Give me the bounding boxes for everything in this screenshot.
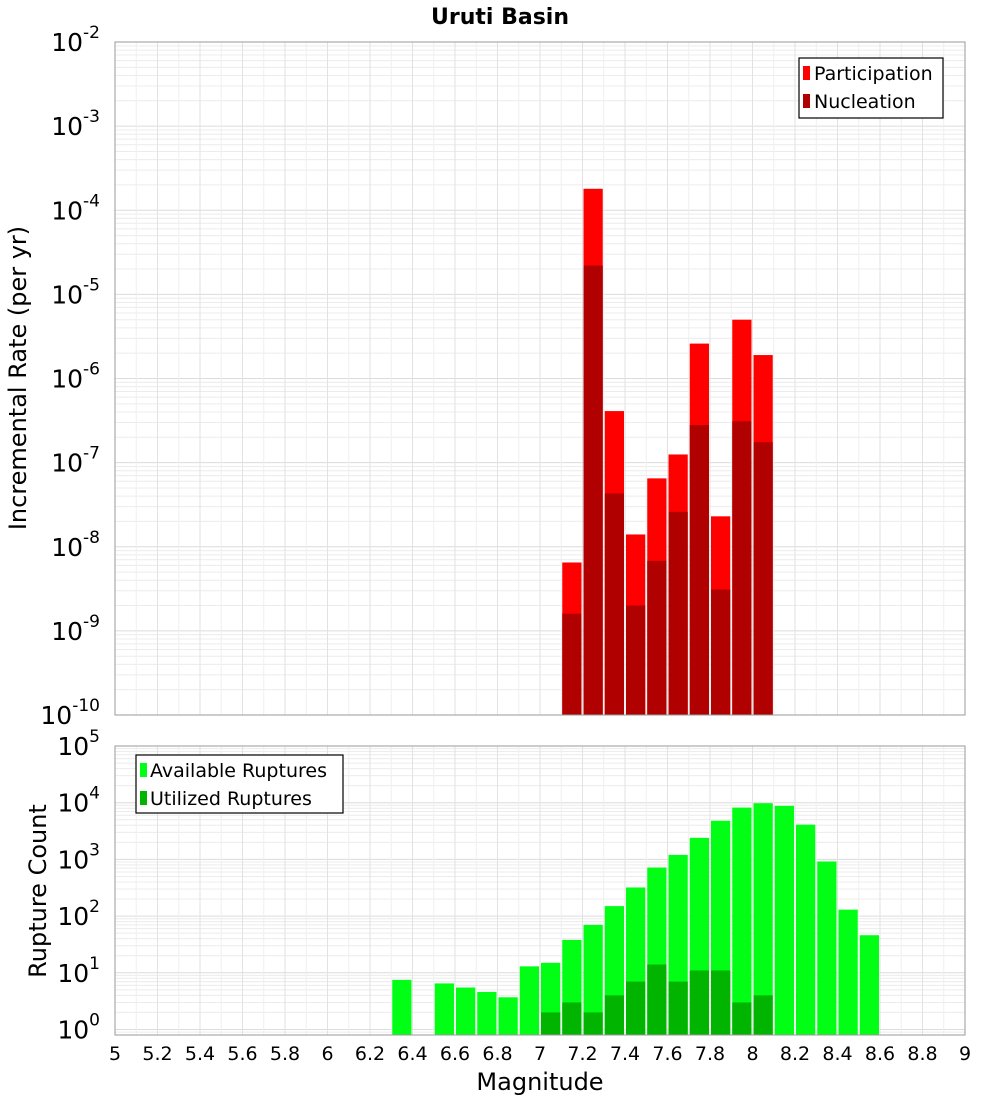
y-tick-label: 101 — [57, 954, 100, 988]
bottom-panel-frame — [114, 745, 966, 1036]
bar-available-ruptures — [498, 997, 518, 1035]
bar-available-ruptures — [434, 983, 454, 1035]
y-tick-label: 105 — [57, 727, 100, 761]
chart-title: Uruti Basin — [431, 5, 569, 30]
x-tick-label: 8.2 — [780, 1043, 810, 1065]
bar-nucleation — [753, 442, 773, 715]
y-tick-label: 10-3 — [51, 107, 100, 141]
y-tick-label: 104 — [57, 784, 100, 818]
bar-utilized-ruptures — [626, 981, 646, 1035]
x-axis-label: Magnitude — [476, 1068, 603, 1096]
bar-utilized-ruptures — [668, 981, 688, 1035]
y-tick-label: 100 — [57, 1011, 100, 1045]
bar-available-ruptures — [392, 979, 412, 1035]
y-tick-label: 10-6 — [51, 360, 100, 394]
x-tick-label: 8 — [746, 1043, 758, 1065]
bar-available-ruptures — [796, 824, 816, 1035]
bar-available-ruptures — [732, 807, 752, 1035]
bar-nucleation — [626, 605, 646, 715]
x-tick-label: 9 — [959, 1043, 971, 1065]
x-tick-label: 5.6 — [227, 1043, 257, 1065]
top-panel-bars — [562, 188, 773, 715]
y-tick-label: 10-9 — [51, 612, 100, 646]
bar-utilized-ruptures — [732, 1002, 752, 1035]
bar-available-ruptures — [519, 966, 539, 1035]
bar-utilized-ruptures — [711, 970, 731, 1035]
top-panel-frame — [114, 41, 966, 716]
bottom-panel-bars — [392, 803, 879, 1035]
bottom-legend-frame — [135, 754, 344, 814]
top-legend: Participation Nucleation — [798, 57, 944, 119]
bar-available-ruptures — [456, 987, 476, 1035]
bar-nucleation — [562, 613, 582, 715]
y-tick-label: 103 — [57, 840, 100, 874]
bar-available-ruptures — [477, 991, 497, 1035]
y-tick-label: 10-8 — [51, 528, 100, 562]
x-tick-label: 6.6 — [440, 1043, 470, 1065]
legend-label-nucleation: Nucleation — [814, 91, 916, 113]
bar-available-ruptures — [838, 909, 858, 1035]
y-tick-label: 10-2 — [51, 23, 100, 57]
y-tick-label: 102 — [57, 897, 100, 931]
bottom-y-axis-ticks: 100 101 102 103 104 105 — [57, 727, 100, 1045]
legend-label-available-ruptures: Available Ruptures — [150, 760, 327, 782]
top-y-axis-label: Incremental Rate (per yr) — [4, 226, 32, 530]
bar-nucleation — [732, 421, 752, 715]
bar-nucleation — [711, 589, 731, 715]
x-tick-label: 7.4 — [610, 1043, 640, 1065]
x-tick-label: 7 — [534, 1043, 546, 1065]
legend-swatch-utilized-ruptures — [140, 791, 147, 805]
x-tick-label: 8.4 — [822, 1043, 852, 1065]
top-y-axis-ticks: 10-10 10-9 10-8 10-7 10-6 10-5 10-4 10-3 10-2 — [40, 23, 100, 730]
x-tick-label: 6.2 — [355, 1043, 385, 1065]
bar-utilized-ruptures — [604, 995, 624, 1035]
x-tick-label: 6.8 — [482, 1043, 512, 1065]
x-tick-label: 5.2 — [142, 1043, 172, 1065]
bar-nucleation — [647, 560, 667, 715]
top-panel-grid — [114, 41, 966, 716]
x-tick-label: 8.8 — [907, 1043, 937, 1065]
x-tick-label: 5 — [109, 1043, 121, 1065]
y-tick-label: 10-4 — [51, 191, 100, 225]
x-tick-label: 6 — [321, 1043, 333, 1065]
bar-nucleation — [583, 265, 603, 715]
legend-swatch-nucleation — [803, 94, 810, 108]
top-legend-frame — [798, 57, 944, 119]
legend-label-participation: Participation — [814, 63, 933, 85]
bar-nucleation — [604, 493, 624, 715]
y-tick-label: 10-10 — [40, 696, 100, 730]
bar-utilized-ruptures — [753, 995, 773, 1035]
x-tick-label: 6.4 — [397, 1043, 427, 1065]
x-tick-label: 7.2 — [567, 1043, 597, 1065]
x-tick-label: 5.4 — [185, 1043, 215, 1065]
bottom-y-axis-label: Rupture Count — [24, 804, 52, 978]
x-tick-label: 7.6 — [652, 1043, 682, 1065]
bar-utilized-ruptures — [583, 1012, 603, 1035]
x-axis-ticks: 5 5.2 5.4 5.6 5.8 6 6.2 6.4 6.6 6.8 7 7.2 7.4 7.6 7.8 8… — [109, 1043, 971, 1065]
x-tick-label: 7.8 — [695, 1043, 725, 1065]
bar-nucleation — [668, 511, 688, 715]
legend-swatch-available-ruptures — [140, 763, 147, 777]
legend-label-utilized-ruptures: Utilized Ruptures — [150, 788, 312, 810]
y-tick-label: 10-5 — [51, 275, 100, 309]
legend-swatch-participation — [803, 66, 810, 80]
bar-available-ruptures — [583, 924, 603, 1035]
bar-utilized-ruptures — [647, 964, 667, 1035]
x-tick-label: 5.8 — [270, 1043, 300, 1065]
bar-available-ruptures — [817, 861, 837, 1035]
bar-nucleation — [689, 425, 709, 715]
bar-utilized-ruptures — [689, 970, 709, 1035]
bar-available-ruptures — [859, 935, 879, 1035]
y-tick-label: 10-7 — [51, 444, 100, 478]
bar-utilized-ruptures — [562, 1002, 582, 1035]
bar-available-ruptures — [753, 803, 773, 1035]
bottom-legend: Available Ruptures Utilized Ruptures — [135, 754, 344, 814]
x-tick-label: 8.6 — [865, 1043, 895, 1065]
bar-available-ruptures — [774, 805, 794, 1035]
bar-utilized-ruptures — [541, 1012, 561, 1035]
